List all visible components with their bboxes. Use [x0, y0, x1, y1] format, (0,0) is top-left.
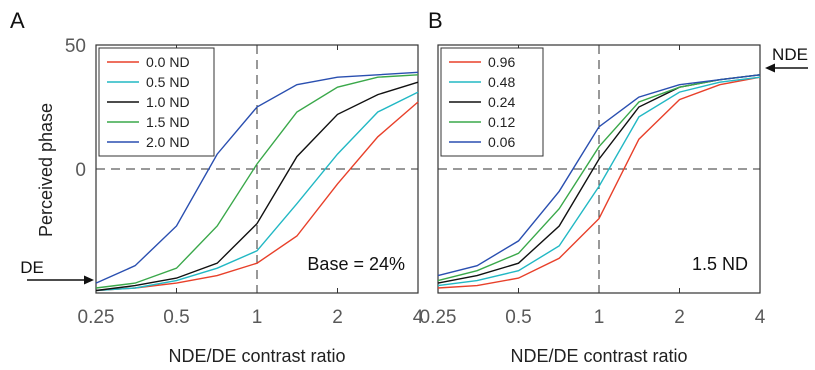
nde-marker-label: NDE: [772, 45, 808, 64]
series-line-0-48: [437, 76, 761, 287]
x-axis-title-b: NDE/DE contrast ratio: [510, 346, 687, 366]
panel-letter-a: A: [10, 8, 25, 33]
legend-label: 0.06: [488, 134, 515, 150]
de-marker-label: DE: [20, 258, 44, 277]
legend-label: 0.12: [488, 114, 515, 130]
x-tick-label: 4: [413, 307, 424, 328]
legend-label: 0.0 ND: [146, 54, 190, 70]
legend-label: 1.0 ND: [146, 94, 190, 110]
base-annotation: Base = 24%: [307, 254, 405, 274]
x-tick-label: 4: [755, 307, 766, 328]
series-line-0-12: [437, 74, 761, 282]
series-line-0-06: [437, 74, 761, 277]
series-line-1-5-nd: [95, 74, 419, 289]
y-tick-label: 0: [75, 160, 86, 181]
x-tick-label: 1: [252, 307, 263, 328]
y-tick-label: 50: [65, 36, 86, 57]
de-arrow-head-icon: [84, 275, 94, 285]
x-tick-label: 2: [332, 307, 343, 328]
x-tick-label: 0.25: [420, 307, 457, 328]
legend-label: 0.96: [488, 54, 515, 70]
series-line-0-0-nd: [95, 101, 419, 292]
nd-annotation: 1.5 ND: [692, 254, 748, 274]
series-line-1-0-nd: [95, 81, 419, 292]
x-axis-title-a: NDE/DE contrast ratio: [168, 346, 345, 366]
legend-label: 1.5 ND: [146, 114, 190, 130]
x-tick-label: 2: [674, 307, 685, 328]
panel-a: A Perceived phase NDE/DE contrast ratio …: [10, 8, 424, 366]
panel-b: B NDE/DE contrast ratio 1.5 ND NDE 0.25 0…: [420, 8, 808, 366]
x-tick-label: 0.5: [163, 307, 189, 328]
x-tick-label: 0.25: [78, 307, 115, 328]
series-line-0-5-nd: [95, 91, 419, 292]
x-tick-label: 1: [594, 307, 605, 328]
legend-label: 2.0 ND: [146, 134, 190, 150]
series-line-2-0-nd: [95, 71, 419, 284]
x-tick-label: 0.5: [505, 307, 531, 328]
legend-label: 0.48: [488, 74, 515, 90]
series-line-0-96: [437, 76, 761, 289]
nde-arrow-head-icon: [765, 63, 775, 73]
y-axis-title: Perceived phase: [36, 103, 56, 237]
legend-label: 0.5 ND: [146, 74, 190, 90]
panel-letter-b: B: [428, 8, 443, 33]
legend-label: 0.24: [488, 94, 515, 110]
